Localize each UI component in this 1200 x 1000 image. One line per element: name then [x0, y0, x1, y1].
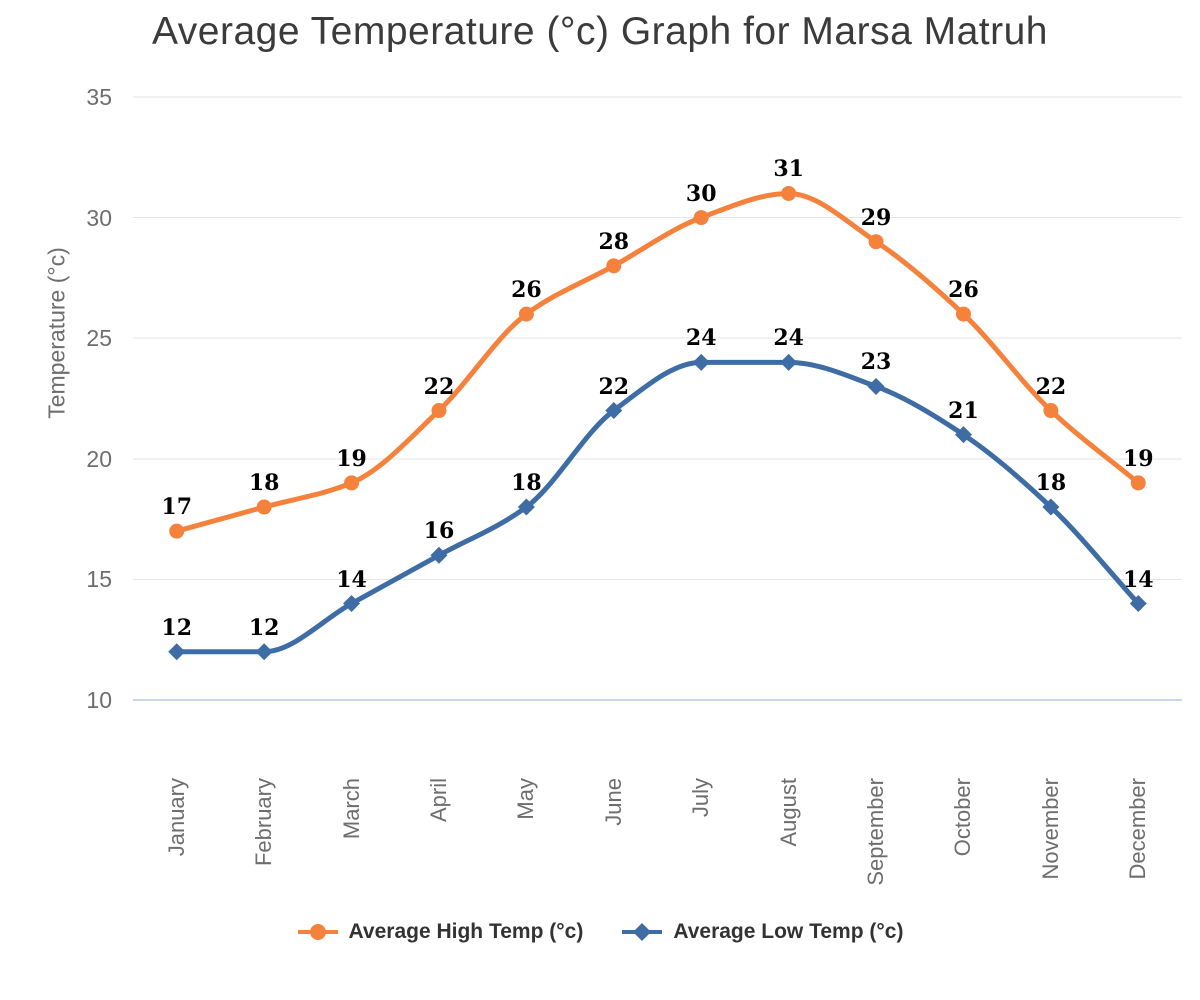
point-marker-diamond [1042, 498, 1060, 516]
data-label: 17 [161, 494, 193, 521]
point-marker-diamond [605, 402, 623, 420]
point-marker-diamond [343, 595, 361, 613]
point-marker-diamond [780, 353, 798, 371]
data-label: 14 [336, 566, 367, 593]
chart-title: Average Temperature (°c) Graph for Marsa… [151, 10, 1048, 53]
y-tick-label: 30 [86, 204, 112, 231]
point-marker-circle [955, 306, 971, 322]
legend: Average High Temp (°c) Average Low Temp … [0, 920, 1200, 944]
point-marker-circle [1130, 475, 1146, 491]
point-marker-circle [693, 210, 709, 226]
data-label: 26 [948, 277, 979, 304]
data-label: 12 [248, 614, 280, 641]
point-marker-circle [344, 475, 360, 491]
data-label: 24 [773, 325, 804, 352]
data-label: 31 [773, 156, 804, 183]
x-axis-label-august: August [775, 778, 801, 847]
point-marker-circle [256, 499, 272, 515]
x-axis-label-january: January [163, 778, 189, 857]
x-axis-label-may: May [513, 778, 539, 820]
data-label: 22 [1035, 373, 1067, 400]
data-label: 22 [598, 373, 630, 400]
series-line-low [174, 359, 1141, 655]
data-label: 23 [860, 349, 892, 376]
plot-svg [133, 96, 1182, 701]
x-axis-label-december: December [1125, 778, 1151, 880]
y-tick-label: 20 [86, 445, 112, 472]
point-marker-diamond [692, 353, 710, 371]
point-marker-diamond [1129, 595, 1147, 613]
x-axis-label-october: October [950, 778, 976, 857]
point-marker-diamond [255, 643, 273, 661]
data-label: 18 [511, 470, 542, 497]
data-label: 21 [948, 397, 979, 424]
x-axis-label-november: November [1037, 778, 1063, 880]
point-marker-diamond [517, 498, 535, 516]
point-marker-diamond [430, 546, 448, 564]
point-marker-circle [431, 403, 447, 419]
data-label: 16 [423, 518, 455, 545]
x-axis-label-september: September [863, 778, 889, 886]
x-axis-label-march: March [338, 778, 364, 840]
y-tick-label: 35 [86, 84, 112, 110]
x-axis-label-february: February [251, 778, 277, 867]
data-label: 28 [598, 228, 630, 255]
y-tick-label: 15 [86, 566, 112, 593]
legend-marker-high-circle-icon [297, 924, 338, 940]
point-marker-circle [781, 185, 797, 201]
data-label: 30 [685, 180, 717, 207]
x-axis-label-april: April [425, 778, 451, 823]
y-tick-label: 10 [86, 687, 112, 713]
legend-marker-low-diamond-icon [622, 923, 663, 941]
data-label: 24 [685, 325, 717, 352]
data-label: 14 [1122, 566, 1154, 593]
data-label: 22 [423, 373, 455, 400]
series-line-high [174, 190, 1141, 534]
point-marker-circle [169, 523, 185, 539]
point-marker-circle [1043, 403, 1059, 419]
data-label: 18 [1035, 470, 1067, 497]
x-axis-label-june: June [600, 778, 626, 826]
point-marker-circle [606, 258, 622, 274]
x-axis-label-july: July [688, 778, 714, 818]
data-label: 29 [860, 204, 892, 231]
legend-label-low: Average Low Temp (°c) [673, 920, 904, 943]
plot-area [133, 96, 1182, 701]
y-tick-label: 25 [86, 325, 112, 352]
point-marker-circle [518, 306, 534, 322]
data-label: 19 [336, 445, 367, 472]
data-label: 19 [1122, 445, 1154, 472]
legend-item-low[interactable]: Average Low Temp (°c) [621, 920, 903, 944]
point-marker-diamond [867, 377, 885, 395]
data-label: 12 [161, 614, 193, 641]
point-marker-diamond [168, 643, 186, 661]
point-marker-diamond [954, 426, 972, 444]
legend-label-high: Average High Temp (°c) [348, 920, 584, 943]
data-label: 18 [248, 470, 280, 497]
data-label: 26 [511, 277, 542, 304]
legend-item-high[interactable]: Average High Temp (°c) [297, 920, 584, 944]
point-marker-circle [868, 234, 884, 250]
